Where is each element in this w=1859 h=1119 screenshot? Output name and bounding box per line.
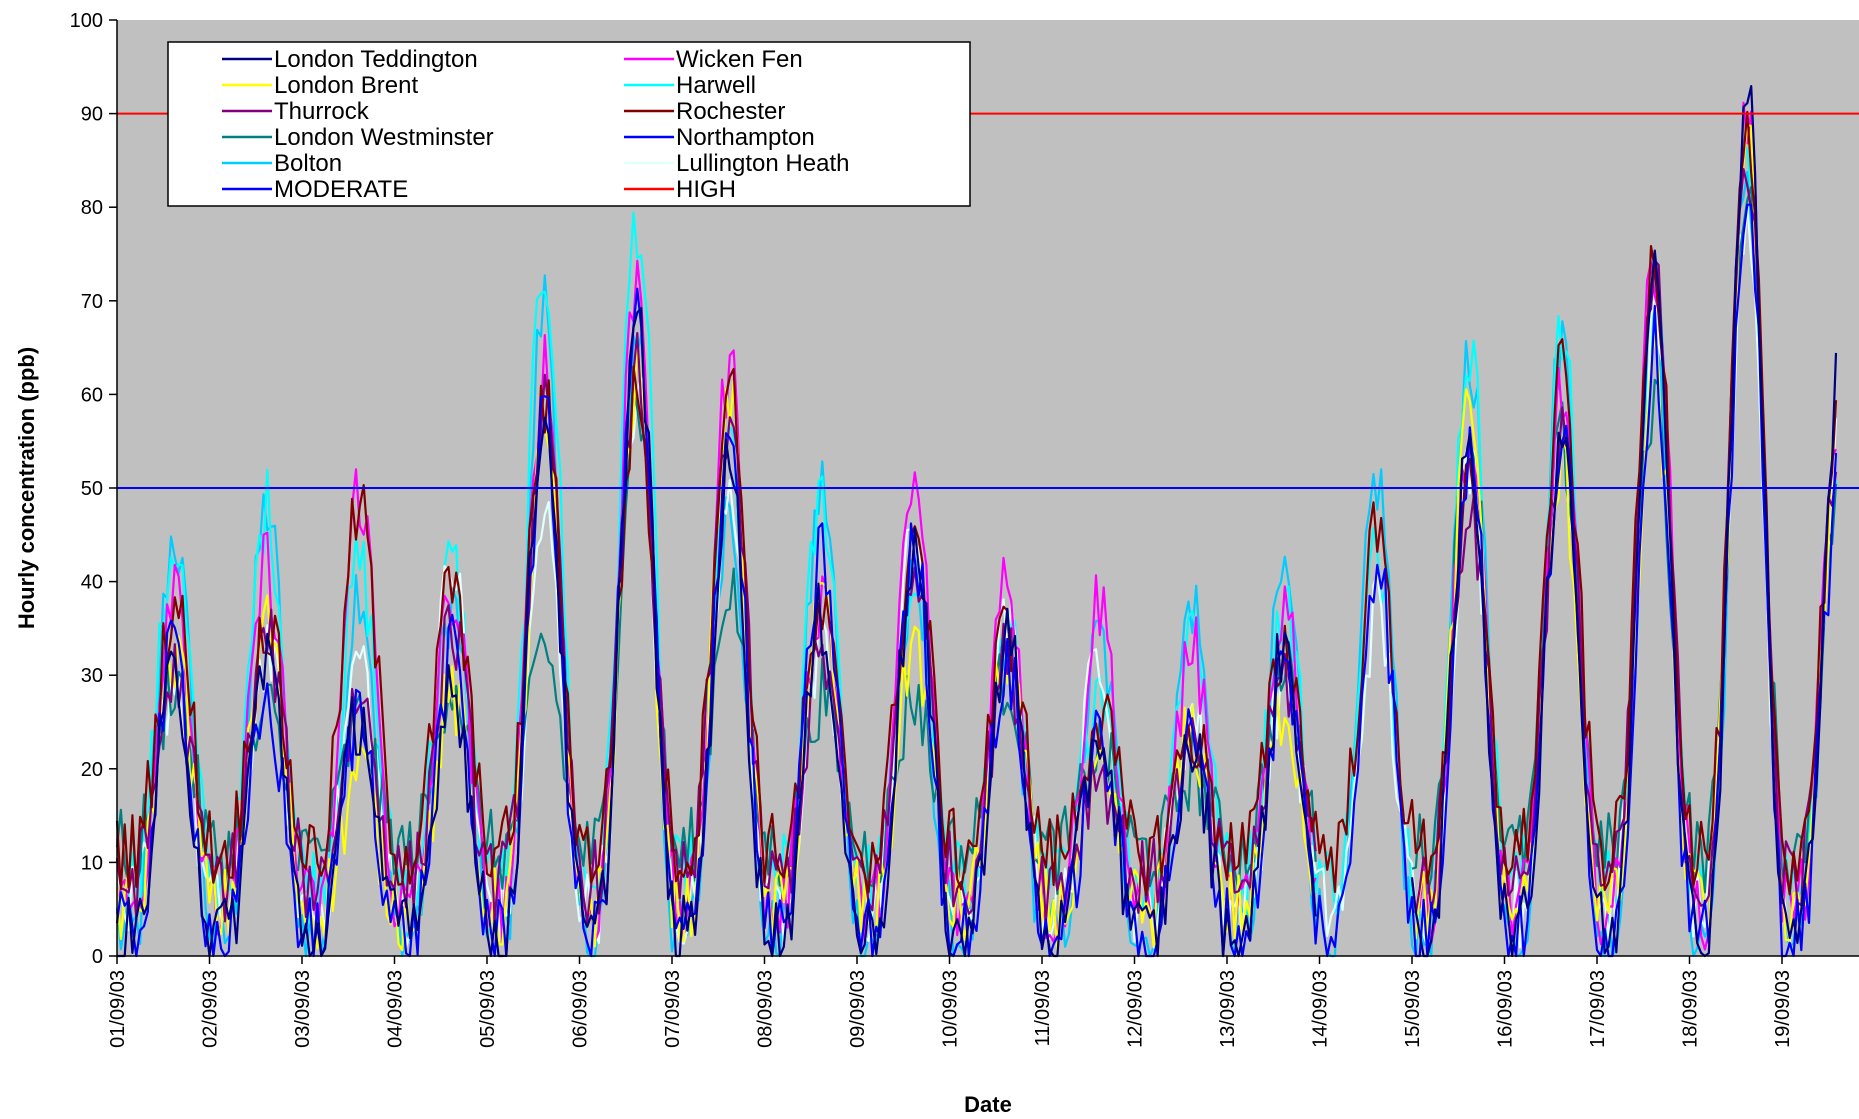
x-tick-label: 18/09/03 <box>1680 970 1702 1048</box>
x-tick-label: 03/09/03 <box>292 970 314 1048</box>
series-line-london-teddington <box>1410 84 1838 958</box>
y-tick-label: 60 <box>81 384 103 406</box>
legend-label: MODERATE <box>274 176 408 203</box>
legend-label: London Westminster <box>274 124 494 151</box>
y-axis-ticks: 0 10 20 30 40 50 60 70 80 90 100 <box>70 10 117 968</box>
y-axis-title: Hourly concentration (ppb) <box>14 347 39 629</box>
x-tick-label: 05/09/03 <box>477 970 499 1048</box>
series-line-london-westminster <box>115 386 1317 896</box>
x-tick-label: 16/09/03 <box>1495 970 1517 1048</box>
x-tick-label: 14/09/03 <box>1310 970 1332 1048</box>
series-layer <box>115 84 1838 958</box>
legend-label: Lullington Heath <box>676 150 849 177</box>
y-tick-label: 20 <box>81 759 103 781</box>
x-tick-label: 02/09/03 <box>200 970 222 1048</box>
legend-label: Thurrock <box>274 98 370 125</box>
x-tick-label: 06/09/03 <box>570 970 592 1048</box>
legend-label: London Teddington <box>274 46 478 73</box>
legend-label: HIGH <box>676 176 736 203</box>
x-tick-label: 12/09/03 <box>1125 970 1147 1048</box>
x-tick-label: 07/09/03 <box>662 970 684 1048</box>
x-tick-label: 08/09/03 <box>755 970 777 1048</box>
x-tick-label: 17/09/03 <box>1587 970 1609 1048</box>
series-line-rochester <box>115 110 1838 897</box>
y-tick-label: 90 <box>81 104 103 126</box>
y-tick-label: 40 <box>81 572 103 594</box>
x-tick-label: 09/09/03 <box>847 970 869 1048</box>
y-tick-label: 100 <box>70 10 103 32</box>
legend-box <box>167 41 971 207</box>
series-line-northampton <box>115 203 1838 958</box>
y-tick-label: 50 <box>81 478 103 500</box>
x-tick-label: 10/09/03 <box>940 970 962 1048</box>
legend-label: Bolton <box>274 150 342 177</box>
x-tick-label: 15/09/03 <box>1402 970 1424 1048</box>
y-tick-label: 10 <box>81 852 103 874</box>
legend-label: London Brent <box>274 72 418 99</box>
x-tick-label: 01/09/03 <box>107 970 129 1048</box>
y-tick-label: 70 <box>81 291 103 313</box>
series-line-london-teddington <box>117 307 1317 958</box>
y-tick-label: 30 <box>81 665 103 687</box>
legend-label: Harwell <box>676 72 756 99</box>
legend-label: Rochester <box>676 98 785 125</box>
legend-label: Wicken Fen <box>676 46 803 73</box>
x-tick-label: 13/09/03 <box>1217 970 1239 1048</box>
legend-label: Northampton <box>676 124 815 151</box>
y-tick-label: 80 <box>81 197 103 219</box>
x-tick-label: 04/09/03 <box>385 970 407 1048</box>
x-axis-title: Date <box>964 1092 1012 1117</box>
x-tick-label: 19/09/03 <box>1772 970 1794 1048</box>
x-axis-ticks: 01/09/03 02/09/03 03/09/03 04/09/03 05/09/03… <box>107 956 1794 1048</box>
y-tick-label: 0 <box>92 946 103 968</box>
x-tick-label: 11/09/03 <box>1032 970 1054 1046</box>
